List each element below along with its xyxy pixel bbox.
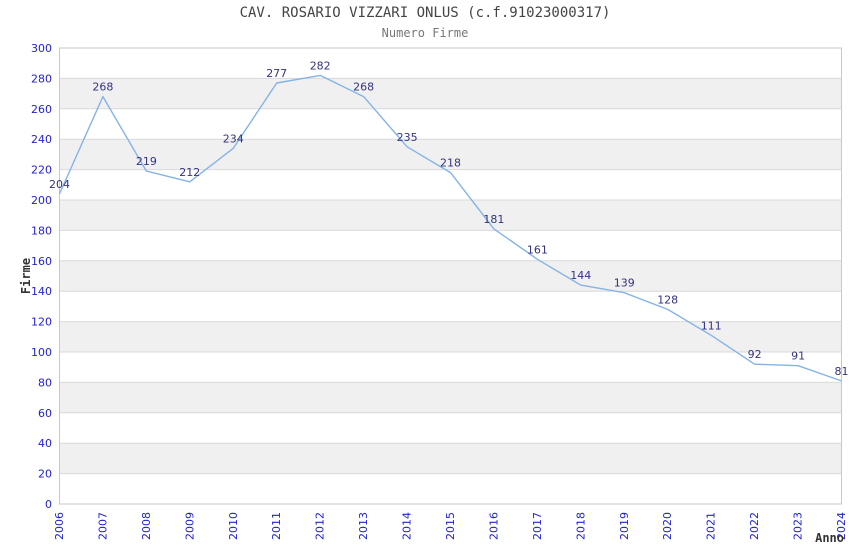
- data-point-label: 218: [440, 157, 461, 170]
- x-tick-label: 2016: [487, 512, 500, 540]
- y-tick-label: 260: [31, 103, 52, 116]
- x-tick-label: 2023: [792, 512, 805, 540]
- plot-band: [59, 78, 842, 109]
- data-point-label: 277: [266, 67, 287, 80]
- x-tick-label: 2009: [183, 512, 196, 540]
- y-tick-label: 100: [31, 346, 52, 359]
- chart-subtitle: Numero Firme: [381, 26, 469, 40]
- y-tick-label: 300: [31, 42, 52, 55]
- y-tick-label: 220: [31, 164, 52, 177]
- x-tick-label: 2024: [835, 512, 848, 540]
- y-tick-label: 80: [38, 376, 52, 389]
- data-point-label: 92: [748, 348, 762, 361]
- plot-band: [59, 321, 842, 352]
- y-tick-label: 200: [31, 194, 52, 207]
- x-tick-label: 2007: [96, 512, 109, 540]
- x-tick-label: 2018: [574, 512, 587, 540]
- x-tick-label: 2006: [53, 512, 66, 540]
- data-point-label: 139: [614, 277, 635, 290]
- data-point-label: 91: [791, 350, 805, 363]
- data-point-label: 268: [92, 81, 113, 94]
- data-point-label: 161: [527, 243, 548, 256]
- y-tick-label: 240: [31, 133, 52, 146]
- data-point-label: 219: [136, 155, 157, 168]
- x-tick-label: 2017: [531, 512, 544, 540]
- y-tick-label: 280: [31, 72, 52, 85]
- plot-band: [59, 382, 842, 413]
- x-tick-label: 2021: [705, 512, 718, 540]
- y-tick-label: 180: [31, 224, 52, 237]
- x-tick-label: 2020: [661, 512, 674, 540]
- data-point-label: 181: [483, 213, 504, 226]
- x-tick-label: 2011: [270, 512, 283, 540]
- data-point-label: 235: [397, 131, 418, 144]
- y-tick-label: 40: [38, 437, 52, 450]
- x-tick-label: 2014: [401, 512, 414, 540]
- x-axis-title: Anno: [815, 531, 844, 545]
- data-point-label: 128: [657, 293, 678, 306]
- data-point-label: 111: [701, 319, 722, 332]
- x-tick-label: 2008: [140, 512, 153, 540]
- data-point-label: 212: [179, 166, 200, 179]
- data-point-label: 282: [310, 59, 331, 72]
- y-tick-label: 140: [31, 285, 52, 298]
- y-tick-label: 0: [45, 498, 52, 511]
- data-point-label: 268: [353, 81, 374, 94]
- y-tick-label: 120: [31, 316, 52, 329]
- y-tick-label: 20: [38, 468, 52, 481]
- x-tick-label: 2019: [618, 512, 631, 540]
- x-tick-label: 2010: [227, 512, 240, 540]
- data-point-label: 144: [570, 269, 591, 282]
- y-tick-label: 60: [38, 407, 52, 420]
- chart-title: CAV. ROSARIO VIZZARI ONLUS (c.f.91023000…: [239, 5, 611, 21]
- y-axis-title: Firme: [19, 257, 33, 295]
- data-point-label: 234: [223, 132, 244, 145]
- x-tick-label: 2012: [314, 512, 327, 540]
- data-point-label: 81: [835, 365, 849, 378]
- x-tick-label: 2015: [444, 512, 457, 540]
- x-tick-label: 2022: [748, 512, 761, 540]
- data-line: [58, 74, 842, 382]
- x-tick-label: 2013: [357, 512, 370, 540]
- plot-band: [59, 200, 842, 231]
- data-point-label: 204: [49, 178, 70, 191]
- plot-band: [59, 443, 842, 474]
- plot-border: [59, 47, 842, 505]
- plot-band: [59, 260, 842, 292]
- plot-band: [59, 139, 842, 170]
- y-tick-label: 160: [31, 255, 52, 268]
